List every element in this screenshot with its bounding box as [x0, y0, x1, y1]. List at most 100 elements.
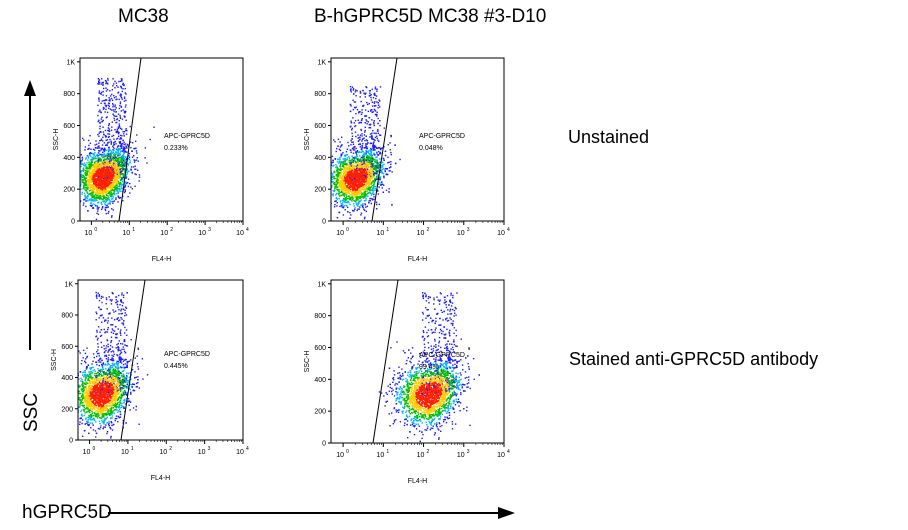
y-tick-label: 400 [314, 155, 326, 162]
x-tick-label: 10 [85, 230, 93, 237]
gate-percent: 0.445% [164, 363, 188, 370]
x-tick-label: 10 [121, 449, 129, 456]
gate-percent: 99.4% [419, 364, 439, 371]
y-axis-label: SSC-H [51, 349, 58, 371]
y-tick-label: 600 [63, 123, 75, 130]
y-tick-label: 400 [63, 155, 75, 162]
x-tick-exponent: 0 [346, 449, 349, 455]
y-tick-label: 800 [314, 91, 326, 98]
y-axis-label: SSC-H [304, 351, 311, 373]
x-tick-exponent: 0 [346, 227, 349, 233]
ssc-arrow [24, 80, 36, 350]
x-tick-label: 10 [336, 452, 344, 459]
y-tick-label: 600 [314, 345, 326, 352]
x-axis-label: FL4-H [408, 478, 427, 485]
population-dots [331, 85, 401, 221]
x-tick-label: 10 [376, 230, 384, 237]
column-title-b-hgprc5d: B-hGPRC5D MC38 #3-D10 [314, 6, 547, 27]
x-tick-exponent: 0 [94, 227, 97, 233]
x-tick-exponent: 2 [427, 449, 430, 455]
gate-percent: 0.233% [164, 145, 188, 152]
y-tick-label: 600 [61, 344, 73, 351]
y-tick-label: 200 [314, 187, 326, 194]
x-tick-label: 10 [497, 452, 505, 459]
x-tick-label: 10 [236, 449, 244, 456]
x-tick-exponent: 3 [467, 227, 470, 233]
x-tick-exponent: 3 [208, 227, 211, 233]
x-tick-label: 10 [236, 230, 244, 237]
x-tick-label: 10 [417, 452, 425, 459]
x-tick-label: 10 [160, 230, 168, 237]
gate-line [371, 57, 398, 222]
x-axis-label: FL4-H [151, 475, 170, 482]
x-axis-label: FL4-H [152, 256, 171, 263]
x-tick-exponent: 4 [507, 449, 510, 455]
y-tick-label: 1K [66, 59, 75, 66]
x-tick-label: 10 [457, 230, 465, 237]
gate-percent: 0.048% [419, 145, 443, 152]
y-tick-label: 200 [314, 409, 326, 416]
x-tick-label: 10 [83, 449, 91, 456]
y-tick-label: 0 [322, 441, 326, 448]
x-tick-label: 10 [122, 230, 130, 237]
gate-name: APC-GPRC5D [419, 133, 465, 140]
y-tick-label: 1K [317, 281, 326, 288]
population-dots [378, 292, 481, 443]
y-tick-label: 1K [64, 281, 73, 288]
gate-name: APC-GPRC5D [419, 352, 465, 359]
y-tick-label: 1K [317, 59, 326, 66]
y-tick-label: 800 [63, 91, 75, 98]
x-tick-exponent: 2 [170, 227, 173, 233]
x-tick-exponent: 3 [208, 446, 211, 452]
x-tick-exponent: 4 [246, 227, 249, 233]
x-tick-exponent: 4 [246, 446, 249, 452]
population-dots [78, 291, 149, 440]
gate-line [372, 279, 399, 444]
y-tick-label: 800 [314, 313, 326, 320]
gate-name: APC-GPRC5D [164, 351, 210, 358]
hgprc5d-arrow [108, 507, 515, 519]
x-tick-label: 10 [376, 452, 384, 459]
gate-name: APC-GPRC5D [164, 133, 210, 140]
column-title-mc38: MC38 [118, 6, 169, 27]
x-tick-label: 10 [198, 230, 206, 237]
x-tick-exponent: 4 [507, 227, 510, 233]
y-tick-label: 400 [61, 375, 73, 382]
x-tick-exponent: 0 [93, 446, 96, 452]
y-tick-label: 800 [61, 313, 73, 320]
x-tick-exponent: 2 [427, 227, 430, 233]
gate-line [118, 57, 142, 222]
y-axis-label: SSC-H [304, 129, 311, 151]
x-tick-exponent: 1 [131, 446, 134, 452]
y-tick-label: 0 [322, 219, 326, 226]
x-tick-exponent: 1 [132, 227, 135, 233]
population-dots [80, 77, 155, 221]
y-tick-label: 400 [314, 377, 326, 384]
x-tick-exponent: 1 [386, 227, 389, 233]
x-tick-label: 10 [457, 452, 465, 459]
x-tick-exponent: 3 [467, 449, 470, 455]
y-tick-label: 200 [61, 406, 73, 413]
hgprc5d-axis-word: hGPRC5D [22, 502, 112, 523]
x-tick-label: 10 [198, 449, 206, 456]
row-label-stained: Stained anti-GPRC5D antibody [569, 349, 819, 369]
y-tick-label: 600 [314, 123, 326, 130]
x-tick-exponent: 2 [169, 446, 172, 452]
x-tick-label: 10 [497, 230, 505, 237]
y-tick-label: 0 [71, 219, 75, 226]
y-tick-label: 0 [69, 438, 73, 445]
row-label-unstained: Unstained [568, 127, 650, 147]
x-tick-label: 10 [417, 230, 425, 237]
y-tick-label: 200 [63, 187, 75, 194]
x-axis-label: FL4-H [408, 256, 427, 263]
x-tick-exponent: 1 [386, 449, 389, 455]
gate-line [120, 279, 146, 441]
x-tick-label: 10 [159, 449, 167, 456]
y-axis-label: SSC-H [53, 129, 60, 151]
x-tick-label: 10 [336, 230, 344, 237]
